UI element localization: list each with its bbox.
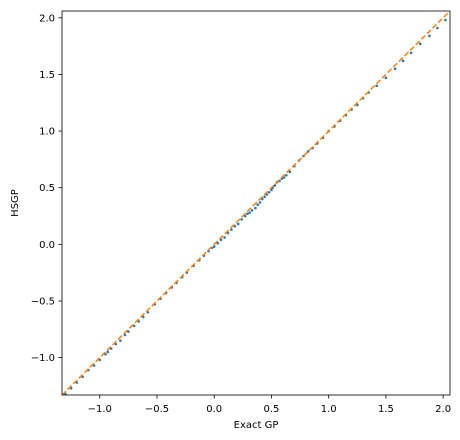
scatter-point bbox=[256, 203, 260, 206]
x-tick-label: 0.5 bbox=[263, 404, 279, 415]
plot-frame bbox=[61, 10, 451, 396]
x-axis-label: Exact GP bbox=[234, 420, 279, 431]
y-axis-label: HSGP bbox=[10, 189, 21, 217]
x-tick-label: −0.5 bbox=[145, 404, 169, 415]
scatter-point bbox=[240, 218, 243, 221]
scatter-point bbox=[401, 59, 405, 63]
scatter-point bbox=[254, 206, 257, 210]
x-axis: −1.0 −0.5 0.0 0.5 1.0 1.5 2.0 bbox=[88, 395, 451, 415]
y-axis: −1.0 −0.5 0.0 0.5 1.0 1.5 2.0 bbox=[31, 13, 62, 364]
scatter-point bbox=[246, 212, 249, 216]
x-tick-label: 1.5 bbox=[378, 404, 394, 415]
scatter-point bbox=[236, 222, 240, 226]
x-tick-label: 2.0 bbox=[435, 404, 451, 415]
scatter-point bbox=[106, 350, 110, 354]
scatter-point bbox=[263, 195, 266, 199]
scatter-point bbox=[428, 34, 431, 38]
scatter-point bbox=[393, 67, 397, 71]
scatter-point bbox=[212, 245, 216, 248]
scatter-point bbox=[223, 236, 226, 239]
scatter-point bbox=[306, 150, 310, 153]
scatter-point bbox=[444, 18, 447, 22]
y-tick-label: 2.0 bbox=[39, 13, 55, 24]
chart-marks bbox=[61, 10, 451, 396]
scatter-point bbox=[384, 76, 388, 80]
y-tick-label: 1.5 bbox=[39, 70, 55, 81]
identity-line bbox=[61, 10, 451, 396]
scatter-point bbox=[285, 173, 288, 177]
y-tick-label: −1.0 bbox=[31, 353, 55, 364]
y-tick-label: 0.0 bbox=[39, 240, 55, 251]
scatter-point bbox=[258, 201, 262, 204]
scatter-point bbox=[207, 249, 210, 253]
y-tick-label: −0.5 bbox=[31, 296, 55, 307]
y-tick-label: 1.0 bbox=[39, 127, 55, 138]
scatter-point bbox=[436, 26, 439, 30]
x-tick-label: −1.0 bbox=[88, 404, 112, 415]
x-tick-label: 0.0 bbox=[206, 404, 222, 415]
x-tick-label: 1.0 bbox=[321, 404, 337, 415]
scatter-point bbox=[230, 228, 233, 231]
y-tick-label: 0.5 bbox=[39, 183, 55, 194]
scatter-point bbox=[250, 209, 254, 212]
scatter-point bbox=[248, 211, 252, 214]
scatter-point bbox=[119, 339, 122, 342]
scatter-point bbox=[418, 42, 422, 46]
scatter-point bbox=[409, 51, 413, 55]
scatter-point bbox=[273, 184, 277, 187]
scatter-point bbox=[375, 84, 379, 88]
